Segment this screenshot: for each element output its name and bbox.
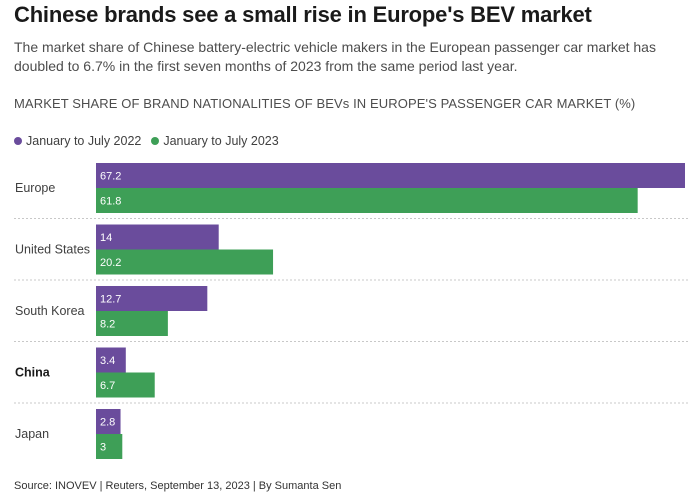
value-label-south-korea-2023: 8.2 <box>100 319 115 331</box>
bar-united-states-2022 <box>96 224 219 250</box>
chart-title: MARKET SHARE OF BRAND NATIONALITIES OF B… <box>14 96 636 111</box>
chart-legend: January to July 2022 January to July 202… <box>14 134 279 148</box>
category-label-united-states: United States <box>15 243 90 257</box>
value-label-europe-2023: 61.8 <box>100 196 121 208</box>
bar-europe-2022 <box>96 163 685 188</box>
page-title: Chinese brands see a small rise in Europ… <box>14 2 592 27</box>
bar-china-2023 <box>96 372 155 398</box>
value-label-south-korea-2022: 12.7 <box>100 294 121 306</box>
bar-europe-2023 <box>96 188 638 213</box>
value-label-china-2022: 3.4 <box>100 355 115 367</box>
category-label-south-korea: South Korea <box>15 304 85 318</box>
page-subtitle: The market share of Chinese battery-elec… <box>14 39 656 74</box>
bar-united-states-2023 <box>96 249 274 275</box>
bar-japan-2022 <box>96 409 121 434</box>
bar-chart: Europe 67.2 61.8 United States 14 20.2 South K… <box>14 163 690 459</box>
bar-japan-2023 <box>96 434 123 459</box>
legend-swatch-2022 <box>14 137 22 145</box>
legend-item-2023: January to July 2023 <box>151 134 279 148</box>
legend-label-2023: January to July 2023 <box>163 134 279 148</box>
value-label-japan-2022: 2.8 <box>100 417 115 429</box>
bar-south-korea-2022 <box>96 286 208 311</box>
value-label-united-states-2023: 20.2 <box>100 257 121 269</box>
category-label-china: China <box>15 366 51 380</box>
category-label-japan: Japan <box>15 427 49 441</box>
category-label-europe: Europe <box>15 181 55 195</box>
value-label-japan-2023: 3 <box>100 442 106 454</box>
legend-swatch-2023 <box>151 137 160 145</box>
value-label-china-2023: 6.7 <box>100 380 115 392</box>
legend-item-2022: January to July 2022 <box>14 134 141 148</box>
value-label-europe-2022: 67.2 <box>100 171 121 183</box>
bar-china-2022 <box>96 347 126 373</box>
value-label-united-states-2022: 14 <box>100 232 112 244</box>
bar-south-korea-2023 <box>96 311 168 336</box>
source-note: Source: INOVEV | Reuters, September 13, … <box>14 480 342 492</box>
legend-label-2022: January to July 2022 <box>26 134 142 148</box>
